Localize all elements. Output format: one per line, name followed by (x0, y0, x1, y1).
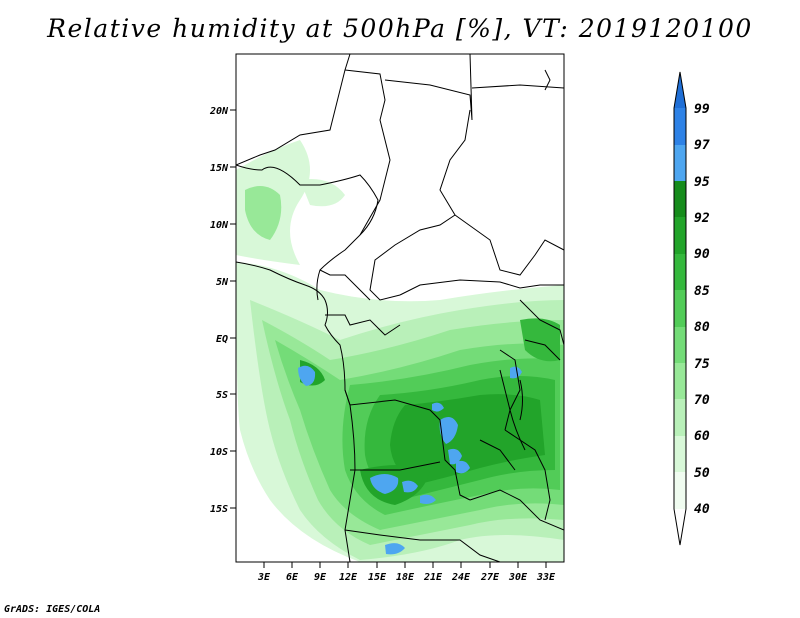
lat-label-5s: 5S (216, 390, 228, 401)
grads-credit: GrADS: IGES/COLA (4, 604, 101, 615)
lon-tick: 9E (314, 562, 327, 583)
lon-tick: 6E (286, 562, 299, 583)
humidity-field (236, 54, 564, 562)
colorbar-label-92: 92 (694, 211, 710, 226)
lat-label-15n: 15N (210, 163, 229, 174)
lat-label-20n: 20N (209, 106, 229, 117)
lat-tick: 15S (210, 504, 236, 515)
colorbar-outline (673, 71, 687, 546)
colorbar-swatch (674, 363, 686, 399)
colorbar-label-50: 50 (694, 466, 710, 481)
colorbar-swatch (674, 290, 686, 327)
colorbar-label-90: 90 (694, 247, 710, 262)
map-frame (235, 53, 565, 563)
colorbar-label-60: 60 (694, 429, 710, 444)
colorbar-label-95: 95 (694, 175, 710, 190)
colorbar-swatch (674, 254, 686, 290)
colorbar-label-70: 70 (694, 393, 710, 408)
country-borders (236, 54, 564, 562)
colorbar-swatch (674, 436, 686, 472)
lon-label-6e: 6E (286, 572, 299, 583)
lat-label-15s: 15S (210, 504, 228, 515)
colorbar-label-99: 99 (694, 102, 710, 117)
lat-tick: 10N (210, 220, 236, 231)
lon-tick: 27E (480, 562, 500, 583)
lon-label-12e: 12E (339, 572, 358, 583)
lon-label-33e: 33E (536, 572, 556, 583)
longitude-axis: 3E 6E 9E 12E 15E 18E 21E 24E 27E 30E 33E (257, 562, 556, 583)
colorbar-bottom-arrow (674, 509, 686, 545)
colorbar: 99 97 95 92 90 85 80 75 70 60 50 40 (673, 71, 710, 546)
colorbar-swatch (674, 399, 686, 436)
lat-label-5n: 5N (216, 277, 229, 288)
lat-label-10n: 10N (210, 220, 229, 231)
lat-tick: EQ (216, 334, 236, 345)
lat-tick: 15N (210, 163, 236, 174)
lat-tick: 5N (216, 277, 236, 288)
lon-label-24e: 24E (451, 572, 471, 583)
lon-label-3e: 3E (257, 572, 271, 583)
lon-tick: 12E (339, 562, 358, 583)
lon-label-30e: 30E (508, 572, 528, 583)
lon-tick: 30E (508, 562, 528, 583)
lat-label-10s: 10S (210, 447, 228, 458)
colorbar-swatch (674, 181, 686, 217)
lon-tick: 18E (396, 562, 415, 583)
lon-label-21e: 21E (423, 572, 443, 583)
colorbar-label-80: 80 (694, 320, 710, 335)
lon-tick: 24E (451, 562, 471, 583)
lat-tick: 20N (209, 106, 236, 117)
colorbar-swatch (674, 327, 686, 363)
lon-label-18e: 18E (396, 572, 415, 583)
colorbar-swatch (674, 217, 686, 254)
lat-tick: 5S (216, 390, 236, 401)
colorbar-label-40: 40 (694, 502, 710, 517)
lon-tick: 33E (536, 562, 556, 583)
colorbar-swatch (674, 472, 686, 509)
colorbar-swatch (674, 108, 686, 145)
lon-label-27e: 27E (480, 572, 500, 583)
lat-tick: 10S (210, 447, 236, 458)
colorbar-label-85: 85 (694, 284, 710, 299)
lon-label-9e: 9E (314, 572, 327, 583)
colorbar-top-arrow (674, 72, 686, 108)
lat-label-eq: EQ (216, 334, 228, 345)
map-title: Relative humidity at 500hPa [%], VT: 201… (47, 14, 753, 43)
colorbar-swatch (674, 145, 686, 181)
latitude-axis: 20N 15N 10N 5N EQ 5S 10S 15S (209, 106, 236, 515)
lon-tick: 3E (257, 562, 271, 583)
lon-label-15e: 15E (368, 572, 387, 583)
colorbar-label-97: 97 (694, 138, 710, 153)
lon-tick: 21E (423, 562, 443, 583)
lon-tick: 15E (368, 562, 387, 583)
colorbar-label-75: 75 (694, 357, 710, 372)
